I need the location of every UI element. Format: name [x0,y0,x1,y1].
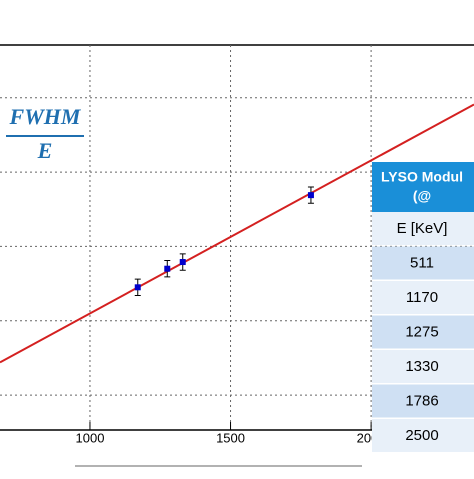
table-header-text: LYSO Modul [381,169,463,185]
table-row [372,212,474,245]
point [164,265,171,272]
table-cell: 511 [410,254,434,271]
table-header [372,162,474,212]
table-row [372,281,474,314]
numerator: FWHM [9,104,82,129]
x-tick-label: 1500 [216,430,245,445]
fraction-label: FWHM E [6,104,84,163]
table-row [372,315,474,349]
table-row [372,419,474,452]
fit-line [0,103,474,364]
table-cell: 2500 [405,427,438,444]
denominator: E [37,138,53,163]
table-cell: 1786 [405,392,438,409]
x-tick-label: 1000 [76,430,105,445]
plot-frame [0,44,474,431]
point [134,284,141,291]
point [307,192,314,199]
table-row [372,384,474,418]
marks [0,103,474,364]
table-row [372,246,474,280]
table-cell: 1275 [405,323,438,340]
table-cell: E [KeV] [397,220,448,237]
table-cell: 1170 [406,289,438,306]
table: LYSO Modul (@ E [KeV] 511 1170 1275 1330 1786 25… [372,162,474,452]
table-header-text: (@ [413,188,431,204]
table-row [372,350,474,383]
table-cell: 1330 [405,358,438,375]
point [179,259,186,266]
